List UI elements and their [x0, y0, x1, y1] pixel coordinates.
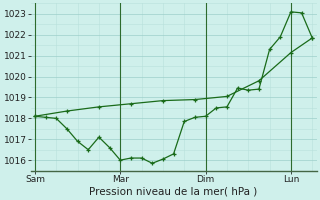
X-axis label: Pression niveau de la mer( hPa ): Pression niveau de la mer( hPa ): [90, 187, 258, 197]
